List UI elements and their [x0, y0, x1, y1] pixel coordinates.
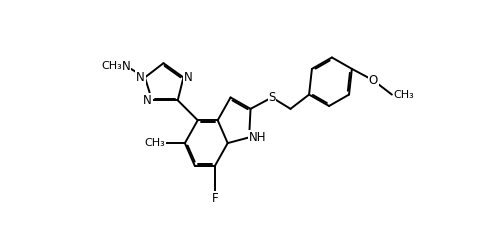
- Text: N: N: [184, 71, 192, 84]
- Text: CH₃: CH₃: [394, 90, 414, 100]
- Text: NH: NH: [249, 131, 266, 144]
- Text: N: N: [144, 94, 152, 107]
- Text: O: O: [368, 74, 378, 87]
- Text: F: F: [212, 192, 218, 205]
- Text: S: S: [268, 91, 276, 104]
- Text: N: N: [136, 71, 145, 84]
- Text: CH₃: CH₃: [144, 138, 165, 148]
- Text: CH₃: CH₃: [102, 61, 122, 71]
- Text: N: N: [122, 60, 130, 73]
